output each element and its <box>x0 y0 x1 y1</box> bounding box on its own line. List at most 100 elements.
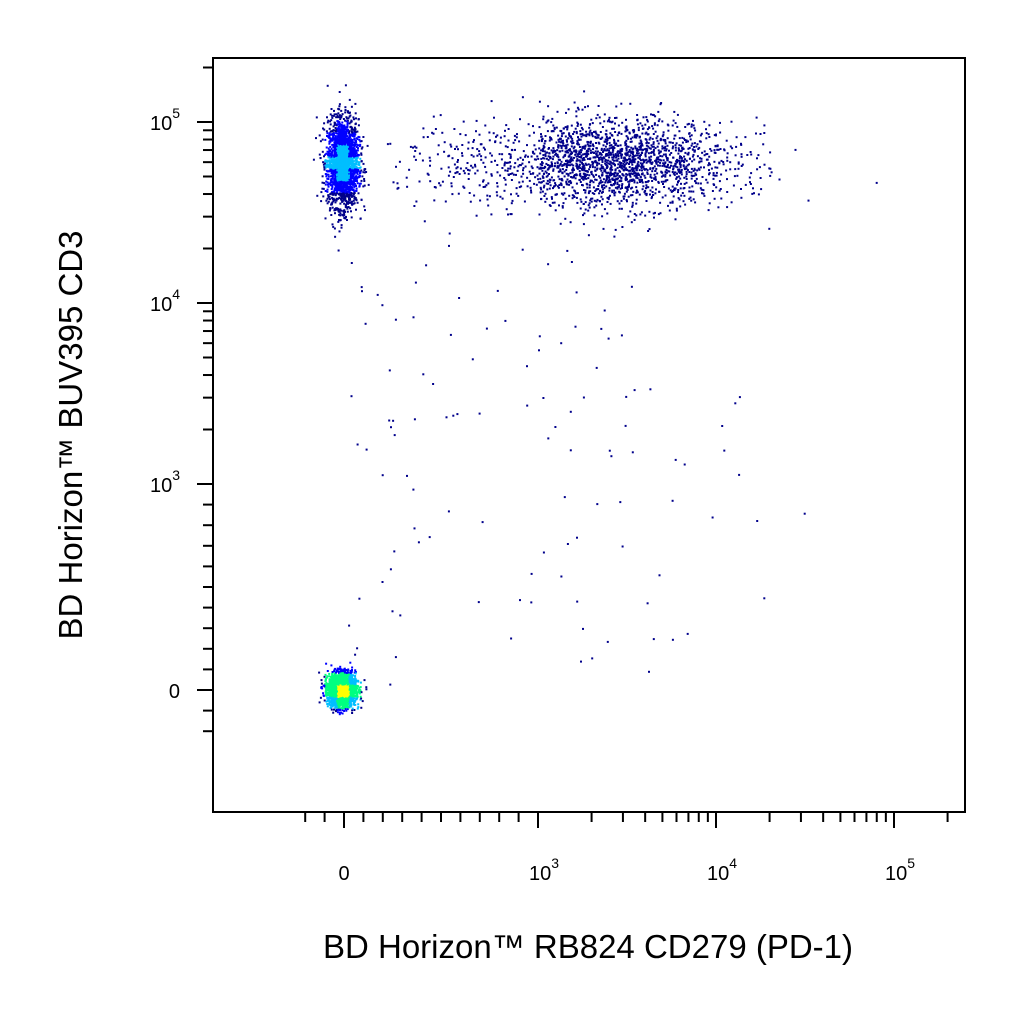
data-point <box>564 217 567 220</box>
data-point <box>543 157 546 160</box>
data-point <box>645 194 648 197</box>
data-point <box>353 141 356 144</box>
data-point <box>546 188 549 191</box>
data-point <box>557 145 560 148</box>
data-point <box>674 162 677 165</box>
data-point <box>472 155 475 158</box>
data-point <box>351 163 354 166</box>
data-point <box>712 172 715 175</box>
data-point <box>344 165 347 168</box>
data-point <box>640 167 643 170</box>
data-point <box>335 181 338 184</box>
data-point <box>414 150 417 152</box>
data-point <box>330 153 333 156</box>
data-point <box>563 162 566 165</box>
data-point <box>429 164 431 167</box>
data-point <box>541 162 544 165</box>
data-point <box>662 146 665 149</box>
data-point <box>556 153 559 156</box>
data-point <box>336 123 339 126</box>
data-point <box>325 169 328 172</box>
data-point <box>603 120 606 123</box>
data-point <box>363 180 366 182</box>
data-point <box>573 130 576 133</box>
data-point <box>649 189 652 192</box>
data-point <box>710 167 713 170</box>
data-point <box>533 158 536 161</box>
data-point <box>339 160 342 163</box>
data-point <box>591 160 594 163</box>
data-point <box>480 155 483 158</box>
data-point <box>456 161 459 163</box>
data-point <box>543 172 545 175</box>
data-point <box>353 130 356 133</box>
data-point <box>635 136 638 139</box>
data-point <box>326 190 329 193</box>
data-point <box>637 152 640 155</box>
data-point <box>725 169 728 172</box>
data-point <box>327 194 330 197</box>
data-point <box>654 176 657 178</box>
data-point <box>638 136 641 139</box>
data-point <box>339 214 342 217</box>
data-point <box>602 167 605 170</box>
data-point <box>639 181 641 183</box>
data-point <box>541 175 544 178</box>
data-point <box>619 170 622 173</box>
data-point <box>635 174 638 177</box>
data-point <box>406 185 409 188</box>
data-point <box>625 154 628 157</box>
data-point <box>534 148 537 151</box>
data-point <box>354 139 357 142</box>
data-point <box>451 193 454 196</box>
data-point <box>343 217 346 219</box>
data-point <box>685 167 688 170</box>
data-point <box>667 204 669 207</box>
data-point <box>484 165 487 168</box>
data-point <box>484 185 487 188</box>
data-point <box>578 179 581 181</box>
data-point <box>325 199 328 202</box>
data-point <box>548 147 550 149</box>
data-point <box>676 161 679 164</box>
data-point <box>548 139 551 142</box>
data-point <box>340 141 343 144</box>
data-point <box>334 183 337 186</box>
data-point <box>348 201 351 204</box>
data-point <box>645 142 648 145</box>
data-point <box>634 167 637 170</box>
data-point <box>657 149 660 152</box>
data-point <box>651 170 654 173</box>
data-point <box>597 134 600 137</box>
data-point <box>557 156 560 159</box>
data-point <box>346 117 349 120</box>
data-point <box>340 199 343 202</box>
data-point <box>522 150 525 153</box>
data-point <box>563 192 566 195</box>
data-point <box>654 147 657 150</box>
data-point <box>627 137 630 140</box>
data-point <box>552 169 555 172</box>
data-point <box>539 177 542 180</box>
data-point <box>639 144 642 147</box>
data-point <box>461 154 464 157</box>
data-point <box>344 186 347 189</box>
data-point <box>606 196 609 199</box>
data-point <box>646 169 649 172</box>
data-point <box>618 151 621 154</box>
data-point <box>344 206 347 209</box>
data-point <box>354 162 357 165</box>
data-point <box>623 166 626 169</box>
data-point <box>608 144 611 147</box>
data-point <box>339 171 342 174</box>
data-point <box>444 200 447 203</box>
data-point <box>330 155 333 158</box>
data-point <box>732 184 735 187</box>
data-point <box>657 156 660 159</box>
data-point <box>636 166 639 169</box>
data-point <box>707 164 710 167</box>
data-point <box>338 166 341 169</box>
data-point <box>638 145 641 148</box>
data-point <box>759 177 762 179</box>
data-point <box>508 153 511 155</box>
